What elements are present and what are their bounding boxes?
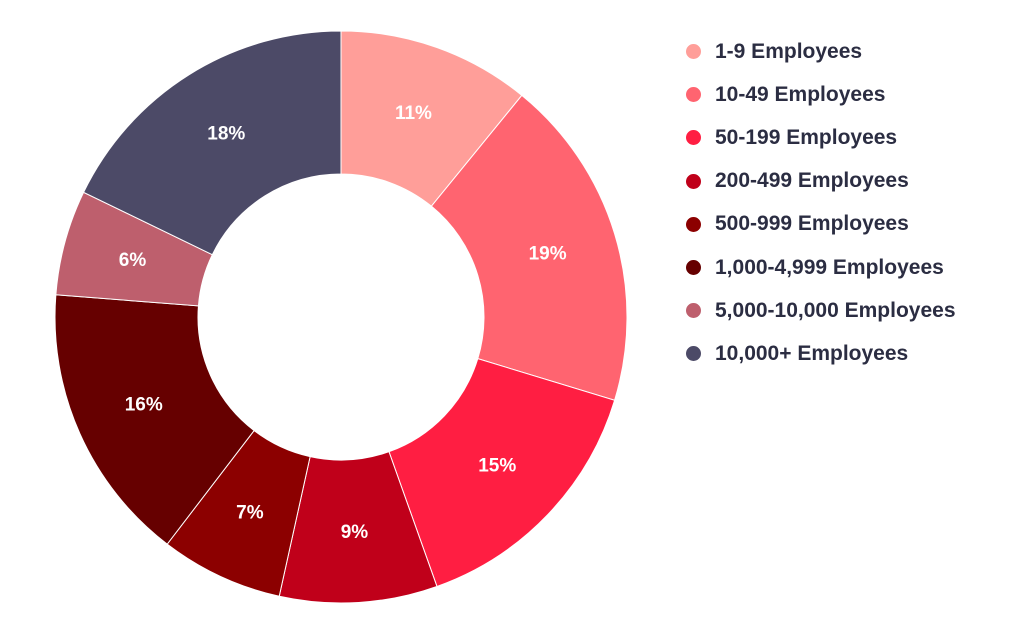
slice-value-label: 7% [236, 502, 264, 523]
legend-label: 500-999 Employees [715, 212, 909, 236]
legend-label: 10,000+ Employees [715, 341, 909, 365]
slice-50-199-employees [388, 358, 616, 588]
legend-item-500-999-employees: 500-999 Employees [686, 203, 956, 246]
legend-swatch [686, 130, 701, 146]
legend-label: 10-49 Employees [715, 82, 886, 106]
donut-chart: 11% 19% 15% 9% 7% 16% 6% 18% [54, 30, 628, 604]
donut-slices [54, 30, 628, 604]
legend-swatch [686, 216, 701, 232]
legend-swatch [686, 260, 701, 276]
slice-value-label: 9% [341, 522, 369, 543]
legend-swatch [686, 346, 701, 362]
legend-item-5-000-10-000-employees: 5,000-10,000 Employees [686, 289, 956, 332]
slice-value-label: 11% [395, 103, 432, 124]
legend-swatch [686, 44, 701, 60]
legend-label: 1,000-4,999 Employees [715, 255, 944, 279]
donut-slice-labels: 11% 19% 15% 9% 7% 16% 6% 18% [119, 103, 567, 543]
legend-swatch [686, 87, 701, 103]
legend-label: 200-499 Employees [715, 169, 909, 193]
legend-item-50-199-employees: 50-199 Employees [686, 116, 956, 159]
legend-swatch [686, 303, 701, 319]
slice-10-49-employees [430, 94, 628, 401]
legend-item-10-000-employees: 10,000+ Employees [686, 332, 956, 375]
legend-swatch [686, 173, 701, 189]
chart-legend: 1-9 Employees 10-49 Employees 50-199 Emplo… [686, 30, 956, 376]
slice-1-000-4-999-employees [54, 294, 255, 545]
slice-value-label: 16% [125, 395, 163, 416]
slice-value-label: 18% [207, 123, 245, 144]
legend-label: 50-199 Employees [715, 125, 898, 149]
slice-value-label: 15% [478, 456, 516, 477]
legend-item-1-9-employees: 1-9 Employees [686, 30, 956, 73]
legend-item-200-499-employees: 200-499 Employees [686, 160, 956, 203]
legend-item-1-000-4-999-employees: 1,000-4,999 Employees [686, 246, 956, 289]
slice-value-label: 19% [529, 244, 567, 265]
legend-item-10-49-employees: 10-49 Employees [686, 73, 956, 116]
slice-10-000-employees [82, 30, 342, 256]
slice-value-label: 6% [119, 250, 147, 271]
legend-label: 5,000-10,000 Employees [715, 298, 956, 322]
legend-label: 1-9 Employees [715, 39, 863, 63]
